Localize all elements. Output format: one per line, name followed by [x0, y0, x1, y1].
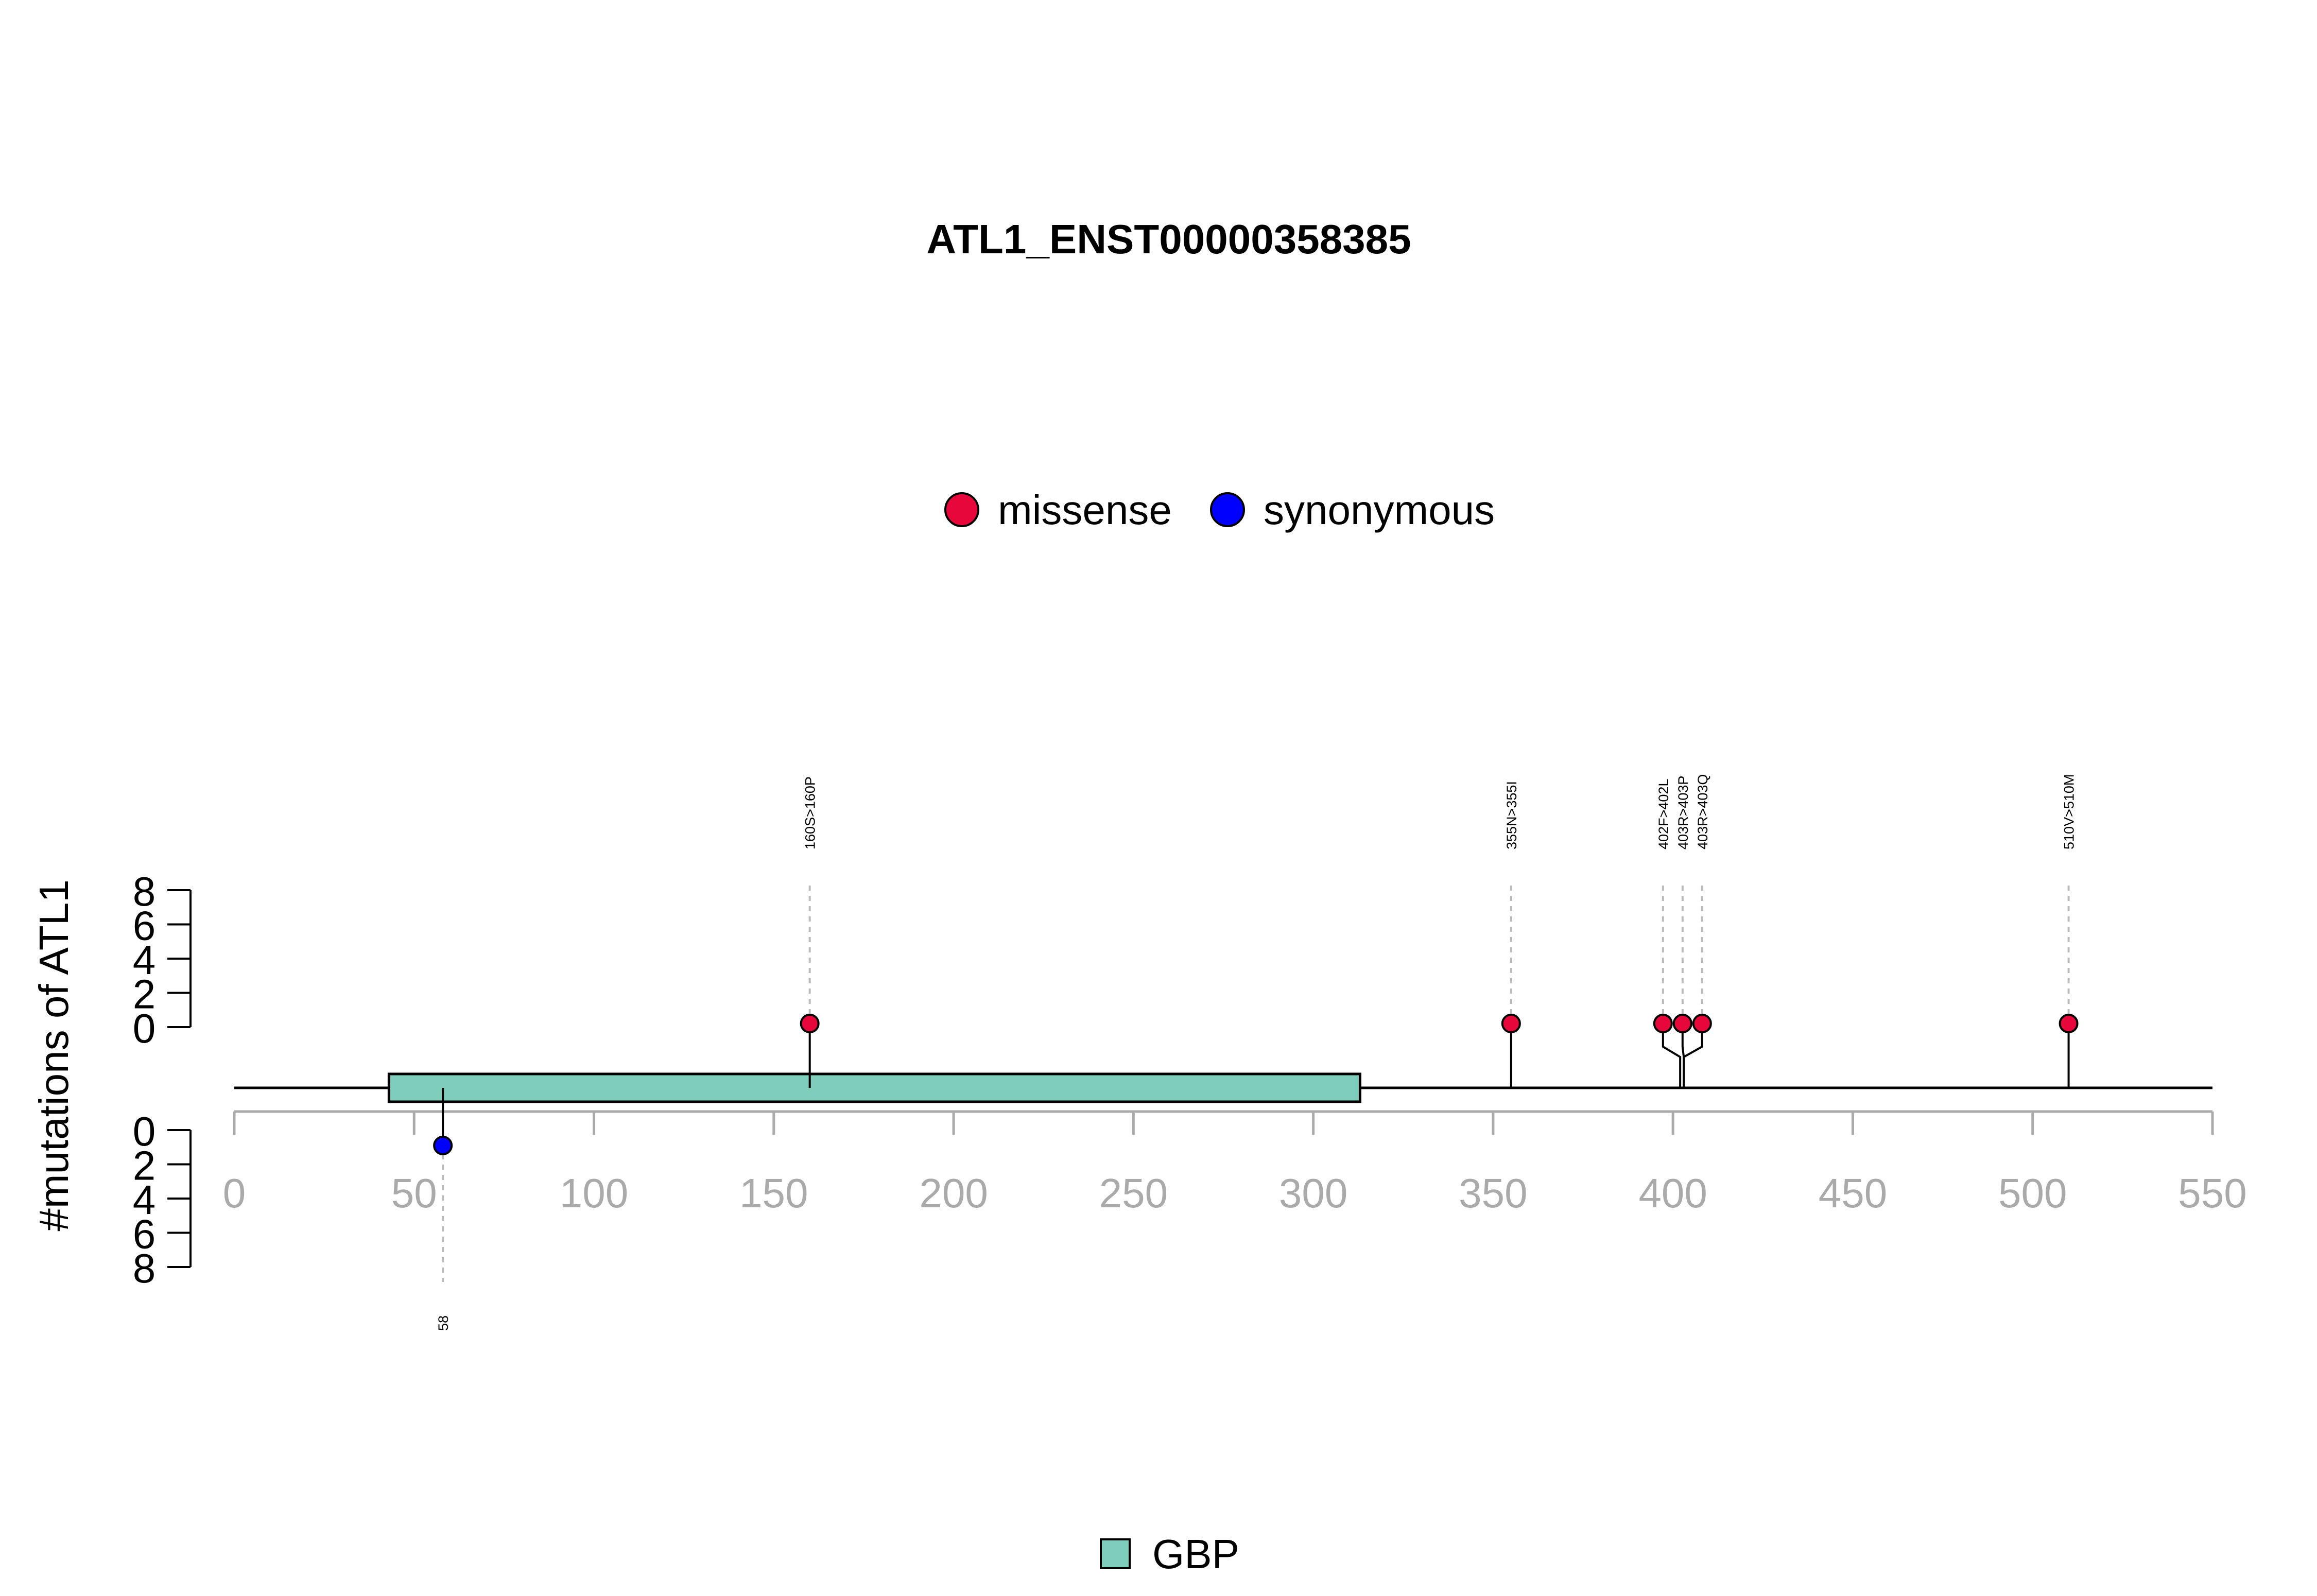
mutation-dot: [1653, 1014, 1673, 1033]
y-tick-label-upper: 4: [133, 937, 156, 983]
mutation-label: 403R>403Q: [1695, 774, 1710, 849]
y-tick-label-lower: 4: [133, 1177, 156, 1223]
domain-legend-swatch: [1100, 1538, 1131, 1569]
mutation-stem: [1683, 1023, 1703, 1088]
x-tick-label: 150: [739, 1170, 808, 1216]
domain-legend: GBP: [1100, 1531, 1239, 1577]
mutation-stem: [1662, 1023, 1682, 1088]
y-tick-label-lower: 8: [133, 1245, 156, 1291]
legend-swatch-synonymous: [1210, 492, 1245, 527]
domain-GBP: [387, 1072, 1361, 1103]
mutation-label: 160S>160P: [803, 776, 818, 849]
mutation-label: 510V>510M: [2062, 774, 2077, 849]
y-tick-label-upper: 0: [133, 1005, 156, 1051]
x-axis: 0 50 100 150 200 250 300 350 400 450 500 550: [223, 1110, 2247, 1216]
x-tick-label: 200: [919, 1170, 988, 1216]
mutation-dot-lower: [433, 1136, 453, 1155]
x-tick-label: 50: [391, 1170, 437, 1216]
protein-domains: [387, 1072, 1361, 1103]
y-tick-label-lower: 6: [133, 1211, 156, 1257]
mutation-dot: [1501, 1014, 1521, 1033]
x-tick-label: 450: [1819, 1170, 1887, 1216]
mutation-dot: [2059, 1014, 2079, 1033]
mutation-dot: [1692, 1014, 1712, 1033]
y-tick-label-upper: 2: [133, 972, 156, 1017]
domain-legend-label: GBP: [1152, 1531, 1239, 1577]
x-tick-label: 400: [1638, 1170, 1707, 1216]
x-tick-label: 100: [560, 1170, 628, 1216]
x-tick-label: 550: [2178, 1170, 2246, 1216]
y-axis-label: #mutations of ATL1: [31, 879, 77, 1231]
x-tick-label: 350: [1459, 1170, 1527, 1216]
mutation-dot: [1672, 1014, 1692, 1033]
mutation-label: 355N>355I: [1504, 781, 1519, 849]
mutation-dots: [433, 1014, 2079, 1155]
y-tick-label-upper: 6: [133, 903, 156, 949]
mutation-label: 402F>402L: [1656, 779, 1671, 849]
mutation-type-legend: missense synonymous: [944, 487, 1495, 533]
mutation-label-lower: 58: [436, 1315, 451, 1331]
chart-title: ATL1_ENST00000358385: [926, 216, 1411, 262]
legend-swatch-missense: [944, 492, 979, 527]
x-tick-label: 300: [1279, 1170, 1347, 1216]
x-tick-label: 500: [1998, 1170, 2067, 1216]
x-tick-label: 0: [223, 1170, 246, 1216]
mutation-label: 403R>403P: [1675, 776, 1691, 849]
legend-label-missense: missense: [998, 487, 1172, 533]
y-tick-label-upper: 8: [133, 869, 156, 914]
mutation-stems: [442, 1023, 2070, 1146]
mutation-labels: 160S>160P 355N>355I 402F>402L 403R>403P 403R…: [436, 774, 2077, 1331]
legend-label-synonymous: synonymous: [1264, 487, 1495, 533]
y-tick-label-lower: 0: [133, 1108, 156, 1154]
mutation-dot: [800, 1014, 820, 1033]
mutation-guides: [442, 886, 2070, 1282]
y-tick-label-lower: 2: [133, 1143, 156, 1189]
x-tick-label: 250: [1099, 1170, 1168, 1216]
